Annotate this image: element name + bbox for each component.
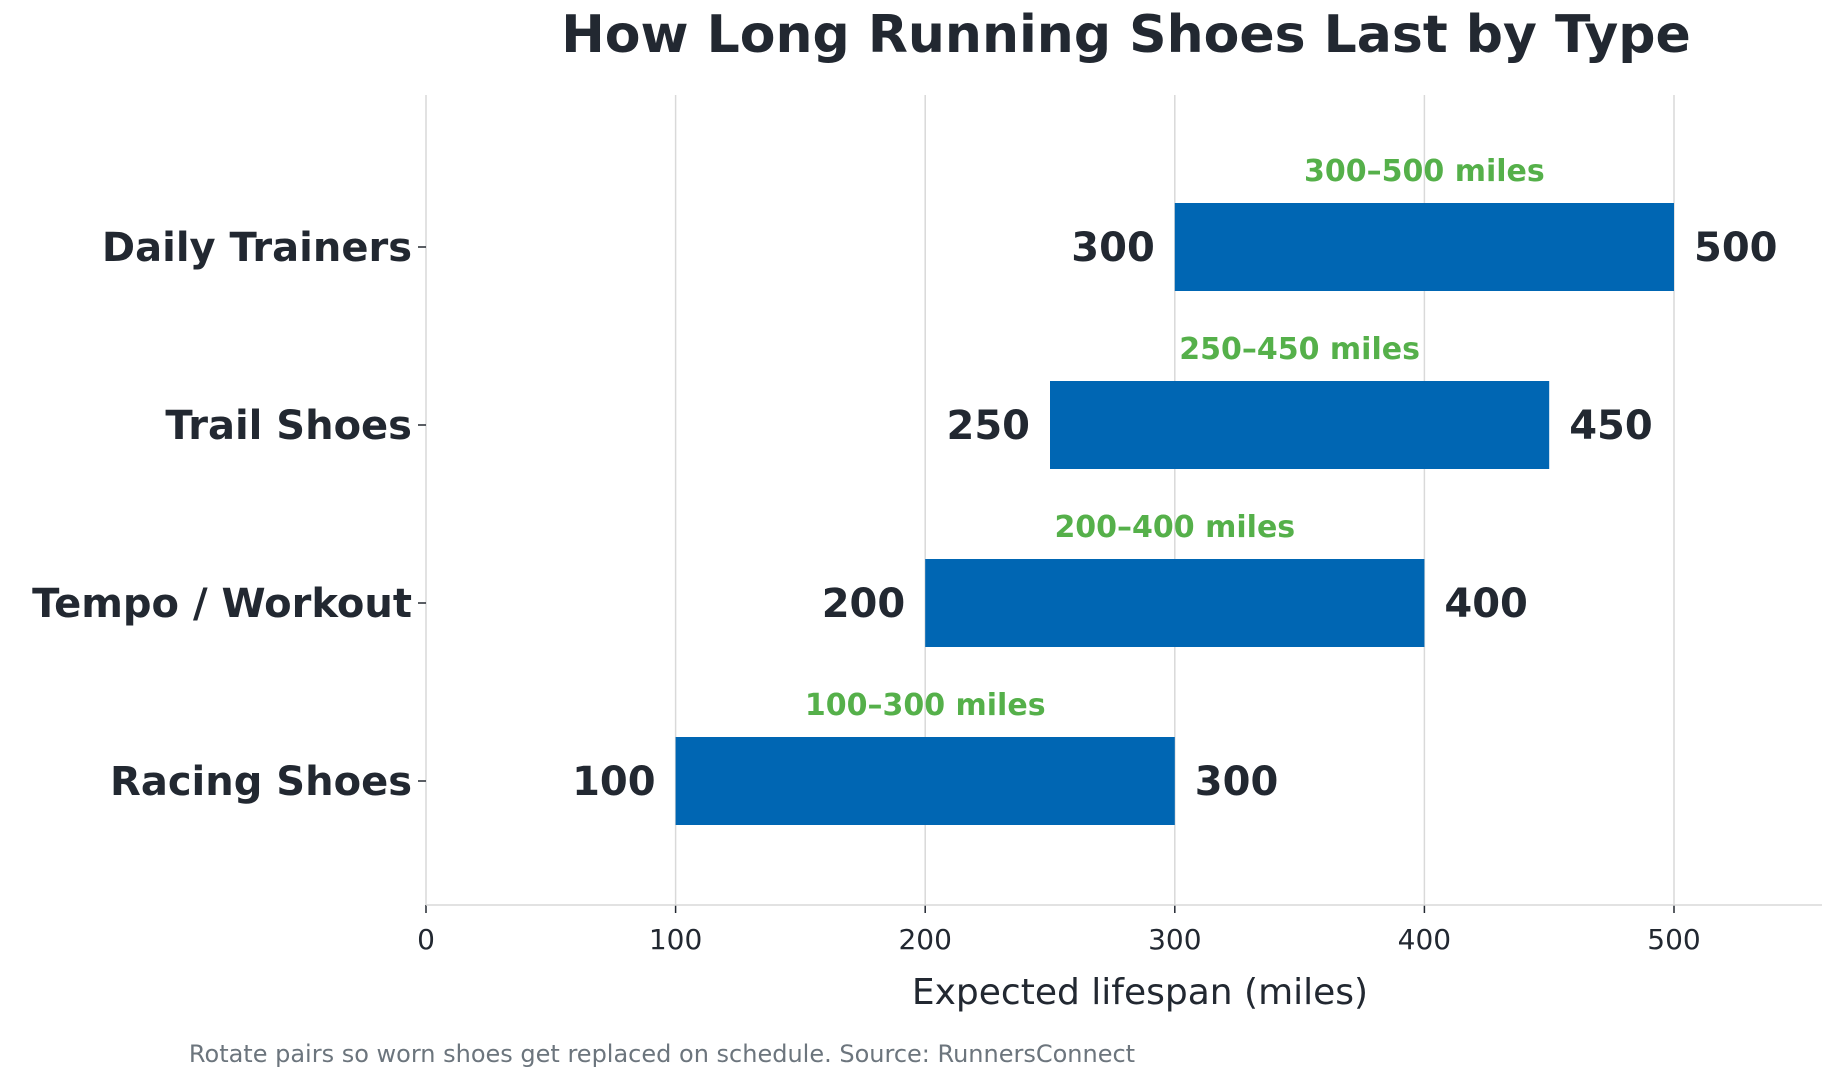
x-tick-label: 500 <box>1647 923 1700 956</box>
category-label: Racing Shoes <box>110 759 412 805</box>
range-annotation: 250–450 miles <box>1179 332 1420 367</box>
bar-low-label: 100 <box>572 759 656 805</box>
x-tick-label: 100 <box>649 923 702 956</box>
bars: 300 500 300–500 miles 250 450 250–450 miles 20… <box>572 154 1778 825</box>
footnote: Rotate pairs so worn shoes get replaced … <box>189 1040 1135 1068</box>
range-bar <box>675 737 1175 825</box>
range-bar <box>1050 381 1550 469</box>
x-tick-label: 400 <box>1398 923 1451 956</box>
x-axis-label: Expected lifespan (miles) <box>912 972 1368 1013</box>
range-annotation: 100–300 miles <box>805 688 1046 723</box>
x-tick-label: 300 <box>1148 923 1201 956</box>
x-axis: 0 100 200 300 400 500 <box>417 904 1822 956</box>
x-tick-label: 200 <box>898 923 951 956</box>
bar-low-label: 300 <box>1071 225 1155 271</box>
bar-high-label: 400 <box>1444 581 1528 627</box>
range-annotation: 300–500 miles <box>1304 154 1545 189</box>
category-label: Trail Shoes <box>165 403 412 449</box>
range-annotation: 200–400 miles <box>1054 510 1295 545</box>
range-bar <box>925 559 1425 647</box>
category-label: Daily Trainers <box>102 225 412 271</box>
bar-high-label: 500 <box>1694 225 1778 271</box>
category-label: Tempo / Workout <box>32 581 412 627</box>
bar-high-label: 450 <box>1569 403 1653 449</box>
bar-low-label: 200 <box>822 581 906 627</box>
bar-high-label: 300 <box>1195 759 1279 805</box>
x-tick-label: 0 <box>417 923 435 956</box>
chart-title: How Long Running Shoes Last by Type <box>561 5 1690 65</box>
range-bar <box>1174 203 1674 291</box>
bar-low-label: 250 <box>947 403 1031 449</box>
y-axis-categories: Daily Trainers Trail Shoes Tempo / Workout… <box>32 225 426 805</box>
